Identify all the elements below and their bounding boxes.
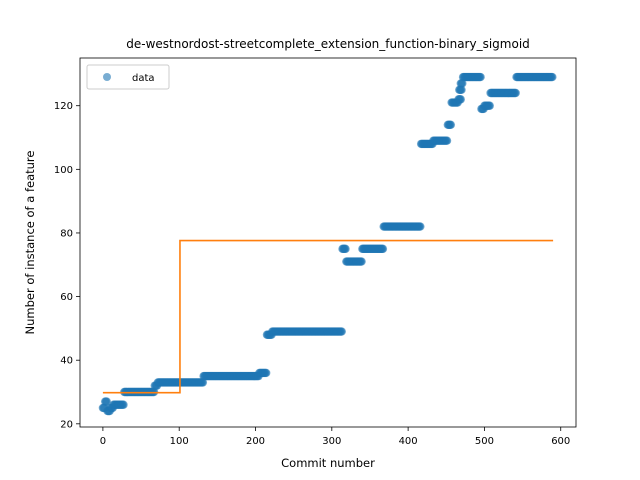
y-tick-label: 120	[54, 101, 73, 112]
y-tick-label: 20	[60, 419, 73, 430]
x-tick-label: 300	[322, 436, 341, 447]
x-tick-label: 500	[475, 436, 494, 447]
x-tick-label: 100	[170, 436, 189, 447]
data-point	[511, 88, 520, 98]
legend-box	[86, 64, 170, 90]
chart-title: de-westnordost-streetcomplete_extension_…	[126, 37, 530, 51]
y-tick-label: 80	[60, 228, 73, 239]
y-axis-label: Number of instance of a feature	[23, 151, 37, 335]
y-tick-label: 60	[60, 292, 73, 303]
data-point	[446, 120, 456, 129]
data-point	[119, 400, 128, 409]
data-point	[198, 378, 208, 387]
y-tick-label: 40	[60, 356, 73, 367]
y-axis-ticks: 20 40 60 80 100 120	[54, 101, 80, 430]
data-point	[458, 79, 467, 88]
legend-marker-data	[103, 73, 111, 81]
data-point	[476, 72, 485, 82]
legend: data	[86, 64, 170, 90]
legend-label-data: data	[132, 73, 155, 84]
x-axis-ticks: 0 100 200 300 400 500 600	[100, 427, 570, 447]
data-points	[98, 72, 557, 416]
axes-frame	[79, 57, 577, 428]
data-point	[442, 136, 452, 145]
data-point	[337, 327, 346, 336]
y-tick-label: 100	[54, 165, 73, 176]
x-tick-label: 0	[100, 436, 106, 447]
x-axis-label: Commit number	[281, 456, 375, 470]
data-point	[357, 257, 366, 266]
data-point	[548, 72, 557, 82]
data-point	[485, 101, 494, 110]
x-tick-label: 200	[246, 436, 265, 447]
data-point	[102, 397, 111, 406]
data-point	[261, 368, 271, 378]
data-point	[341, 244, 350, 254]
data-point	[416, 222, 425, 231]
data-point	[457, 85, 466, 95]
fit-line-layer	[102, 239, 554, 394]
fit-line	[102, 239, 554, 394]
data-point	[378, 244, 388, 254]
data-point	[456, 95, 465, 104]
x-tick-label: 600	[551, 436, 570, 447]
x-tick-label: 400	[399, 436, 418, 447]
